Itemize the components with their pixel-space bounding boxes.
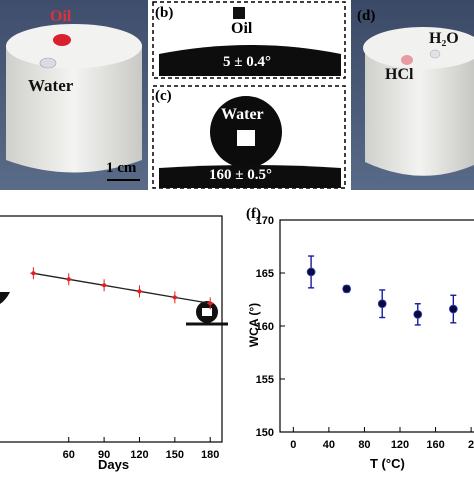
wca-data-point — [413, 309, 423, 319]
temperature-tick-label: 160 — [426, 439, 444, 451]
chart-days: 60 90 120 150 180 Days — [0, 200, 232, 474]
oil-angle-value: 5 ± 0.4° — [223, 54, 271, 70]
days-data-point — [31, 271, 36, 276]
oil-film — [159, 45, 341, 76]
droplet-icon-right — [186, 301, 228, 326]
panel-d-label: (d) — [357, 8, 376, 24]
temperature-chart-plot: 150 155 160 165 170 0 40 80 120 160 2 — [256, 215, 474, 451]
foam-photo-acid — [351, 0, 474, 190]
hcl-label: HCl — [385, 66, 414, 83]
panel-b-label: (b) — [155, 5, 174, 21]
wca-tick-label: 160 — [256, 321, 274, 333]
days-series-line — [33, 272, 211, 305]
wca-tick-label: 170 — [256, 215, 274, 227]
days-tick-label: 60 — [63, 449, 75, 461]
wca-tick-label: 165 — [256, 268, 274, 280]
wca-tick-label: 155 — [256, 374, 274, 386]
days-plot-frame — [0, 215, 223, 443]
foam-photo — [0, 0, 148, 190]
days-tick-label: 90 — [98, 449, 110, 461]
temperature-tick-label: 2 — [468, 439, 474, 451]
days-data-point — [102, 283, 107, 288]
days-data-point — [208, 301, 213, 306]
oil-droplet-label: Oil — [231, 20, 253, 37]
water-label: Water — [28, 76, 74, 95]
water-contact-angle-image — [152, 85, 346, 189]
panel-c-label: (c) — [155, 88, 172, 104]
wca-ylabel: WCA (°) — [247, 302, 261, 348]
water-droplet-label: Water — [221, 106, 264, 123]
days-tick-label: 180 — [201, 449, 219, 461]
temperature-plot-frame — [279, 219, 474, 433]
h2o-label: H₂O — [429, 30, 459, 47]
days-data-point — [66, 277, 71, 282]
h2o-droplet — [429, 49, 441, 59]
panel-f-label: (f) — [246, 206, 261, 222]
hcl-droplet — [401, 55, 413, 65]
temperature-xlabel: T (°C) — [370, 456, 405, 471]
wca-data-point — [342, 284, 352, 294]
wca-data-point — [377, 299, 387, 309]
days-tick-label: 120 — [130, 449, 148, 461]
droplet-icon-left — [0, 292, 10, 304]
wca-tick-label: 150 — [256, 427, 274, 439]
temperature-tick-label: 0 — [290, 439, 296, 451]
days-data-point — [172, 295, 177, 300]
days-data-point — [137, 289, 142, 294]
substrate — [159, 165, 341, 188]
wca-data-point — [448, 304, 458, 314]
days-xlabel: Days — [98, 457, 130, 472]
temperature-tick-label: 120 — [391, 439, 409, 451]
panel-b: (b) Oil 5 ± 0.4° — [151, 0, 347, 80]
water-droplet — [39, 57, 57, 69]
photo-panel-a: Oil Water 1 cm — [0, 0, 148, 190]
oil-droplet — [53, 34, 71, 46]
days-tick-label: 150 — [166, 449, 184, 461]
wca-data-point — [306, 267, 316, 277]
needle-icon — [233, 7, 245, 19]
oil-label: Oil — [50, 8, 72, 25]
oil-contact-angle-image — [152, 1, 346, 79]
water-angle-value: 160 ± 0.5° — [209, 167, 272, 183]
temperature-tick-label: 40 — [323, 439, 335, 451]
chart-temperature: 150 155 160 165 170 0 40 80 120 160 2 (f) T (°C) W… — [232, 200, 474, 474]
panel-c: (c) Water 160 ± 0.5° — [151, 84, 347, 190]
photo-panel-d: (d) H₂O HCl — [351, 0, 474, 190]
days-chart-plot: 60 90 120 150 180 — [0, 215, 228, 461]
temperature-tick-label: 80 — [358, 439, 370, 451]
scale-bar-label: 1 cm — [106, 160, 137, 176]
